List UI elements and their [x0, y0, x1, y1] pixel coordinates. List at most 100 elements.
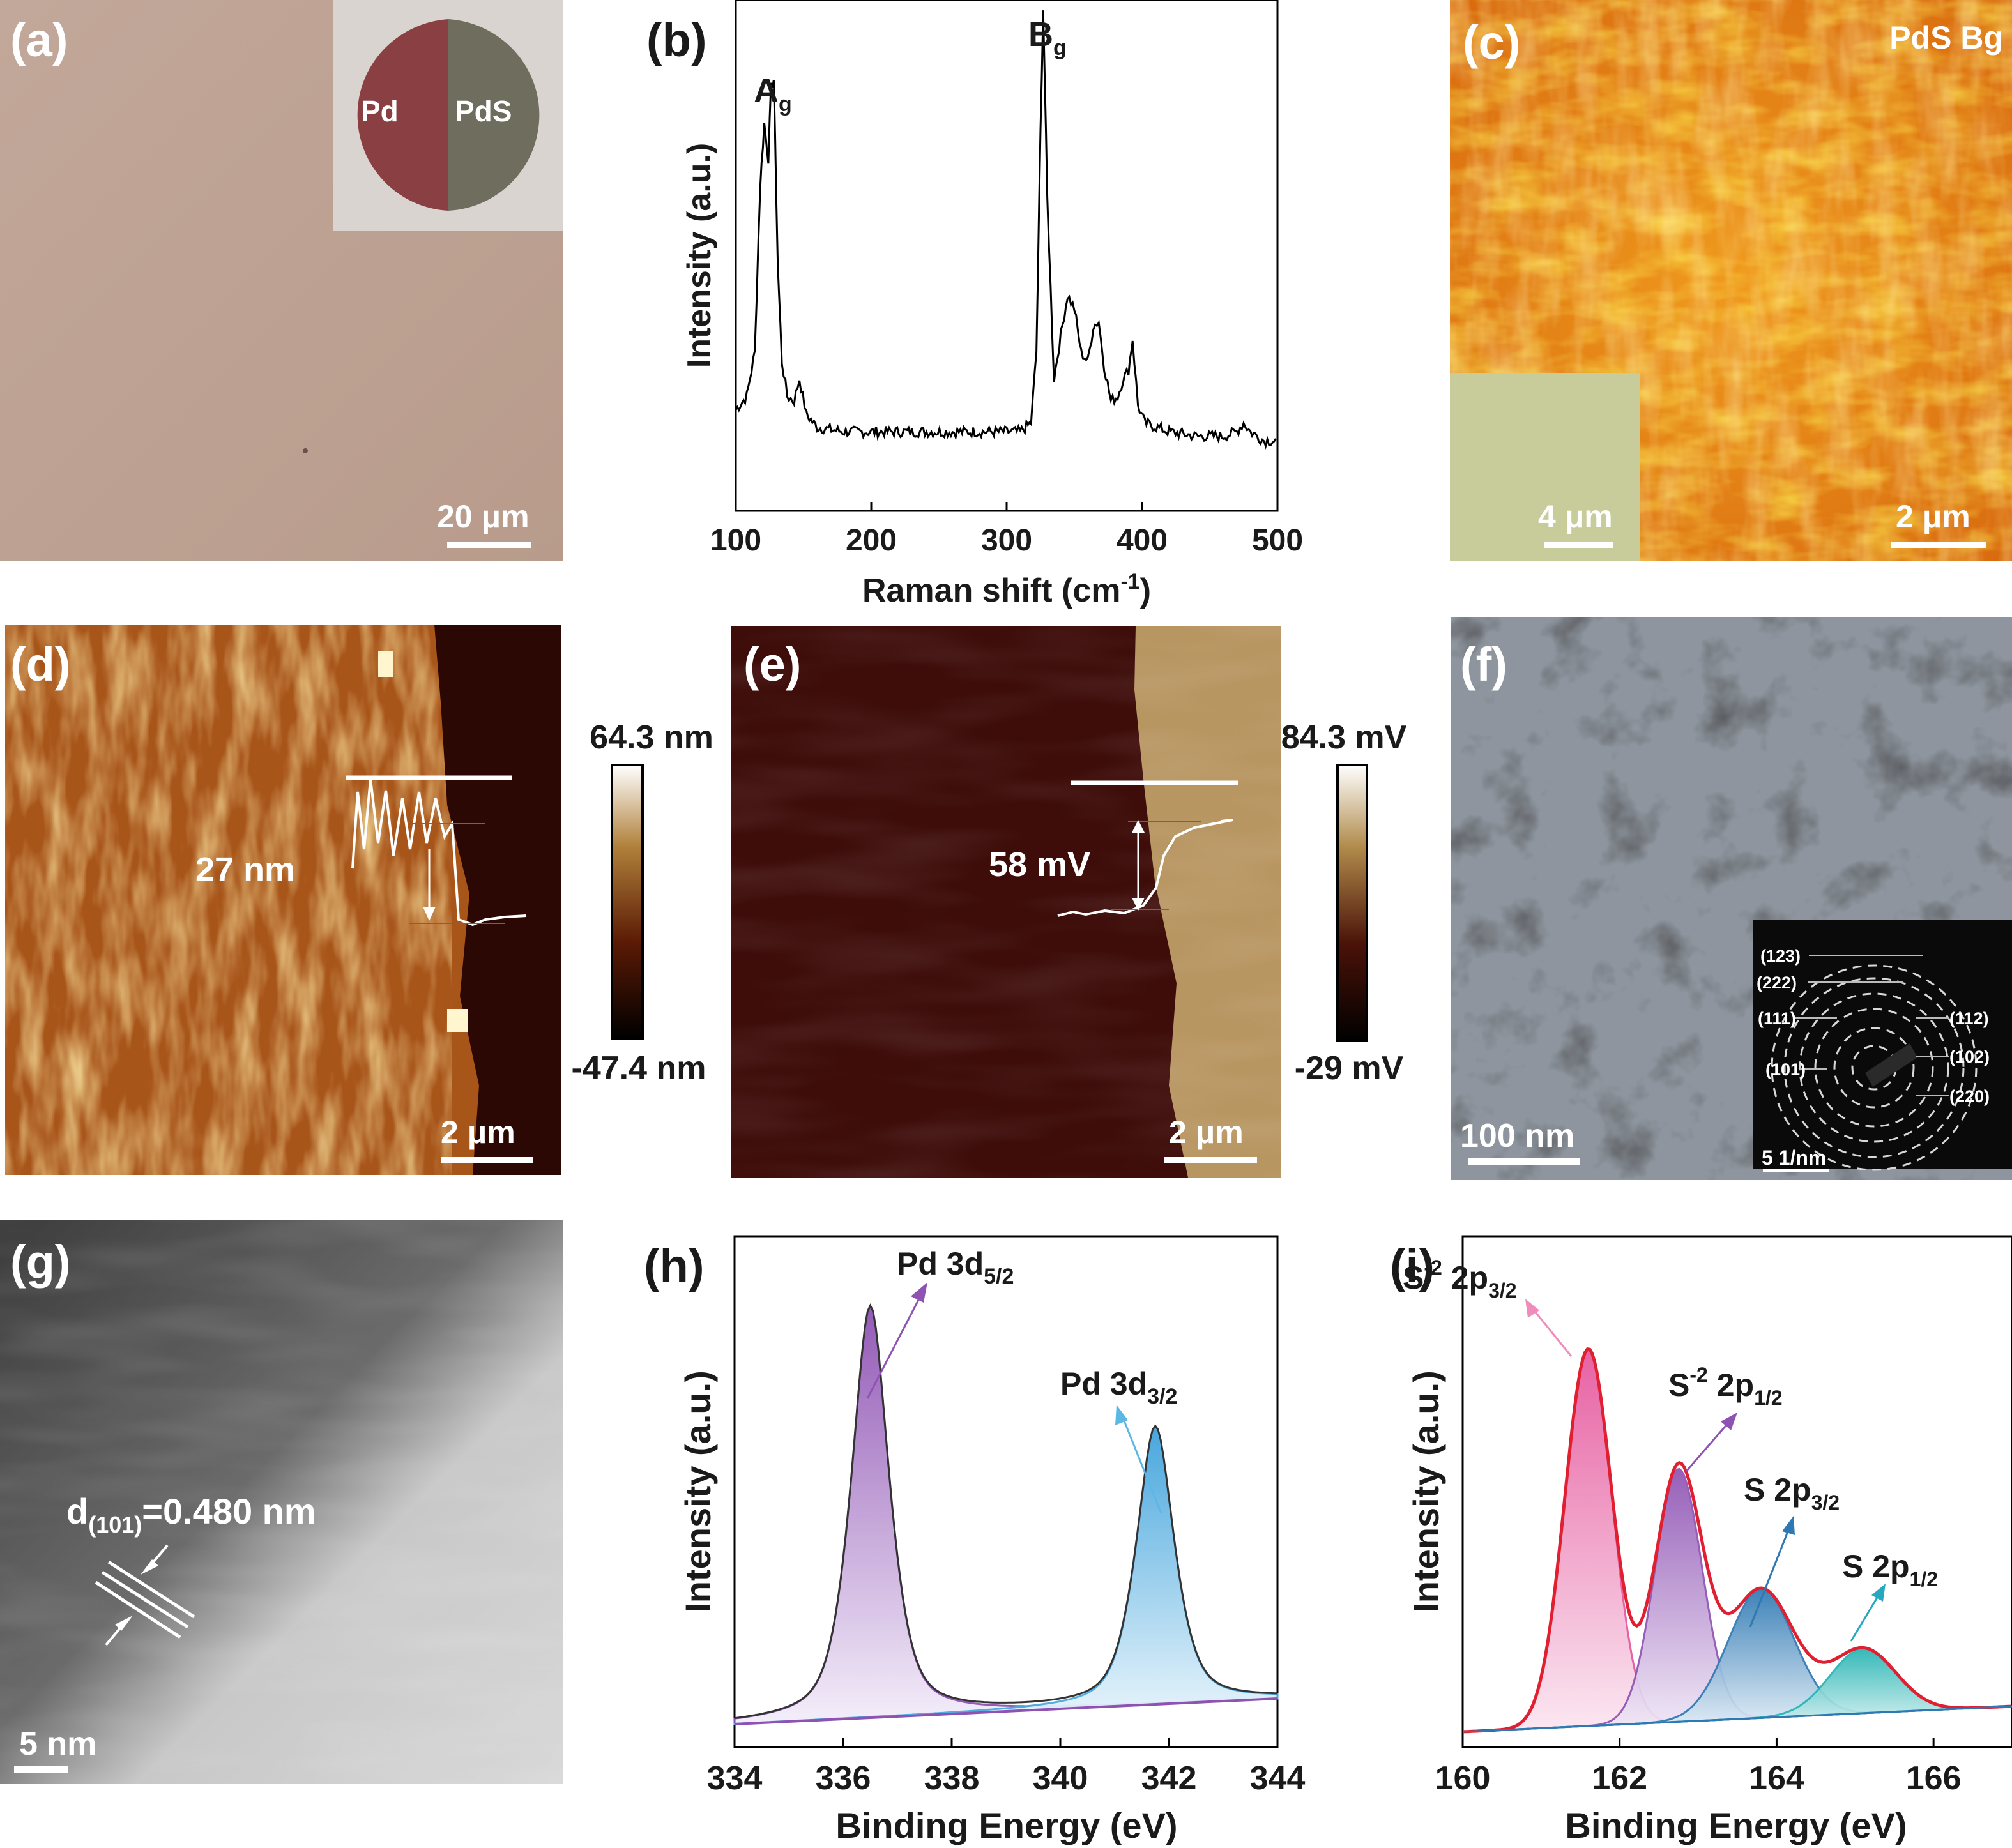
saed-ring-222: (222) [1757, 973, 1797, 992]
peak-label-s2-2p12: S-2 2p1/2 [1668, 1363, 1783, 1409]
panel-label-e: (e) [743, 638, 801, 691]
saed-scalebar [1763, 1169, 1829, 1172]
panel-label-h: (h) [644, 1239, 705, 1292]
panel-e: 58 mV (e) 2 μm 84.3 mV -29 mV [731, 626, 1407, 1178]
optical-inset-c [1450, 373, 1640, 561]
saed-ring-112: (112) [1949, 1009, 1989, 1028]
x-tick-label: 166 [1906, 1760, 1962, 1797]
inset-label-pds: PdS [455, 95, 512, 128]
xlabel-i: Binding Energy (eV) [1565, 1805, 1907, 1845]
x-tick-label: 100 [710, 524, 761, 557]
x-tick-label: 340 [1033, 1760, 1088, 1797]
afm-substrate-region [434, 625, 561, 1175]
xps-s-peaks [1462, 1347, 2012, 1734]
scalebar-c [1891, 542, 1986, 548]
x-tick-label: 200 [846, 524, 897, 557]
scalebar-d [441, 1157, 533, 1163]
colorbar-min-e: -29 mV [1295, 1050, 1404, 1087]
x-tick-label: 338 [924, 1760, 980, 1797]
x-tick-label: 300 [981, 524, 1032, 557]
panel-f: (123) (222) (111) (101) (112) (102) (220… [1451, 617, 2012, 1180]
xps-background-h [734, 1697, 1278, 1725]
scalebar-label-e: 2 μm [1169, 1114, 1244, 1150]
xps-envelope-i [1462, 1347, 2011, 1734]
saed-rings [1771, 964, 1978, 1171]
plot-frame-h [733, 1235, 1279, 1748]
lattice-fringe-marker [95, 1560, 195, 1639]
saed-ring-220: (220) [1949, 1087, 1990, 1106]
xps-pd-peaks [733, 1303, 1279, 1725]
xlabel-h: Binding Energy (eV) [835, 1805, 1177, 1845]
ylabel-i: Intensity (a.u.) [1406, 1370, 1446, 1613]
colorbar-max-d: 64.3 nm [590, 719, 713, 756]
scalebar-label-d: 2 μm [441, 1114, 515, 1150]
panel-g: d(101)=0.480 nm (g) 5 nm [0, 1220, 563, 1784]
axes-b: 100 200 300 400 500 [710, 502, 1303, 557]
pd-half [357, 19, 448, 211]
peak-label-s-2p12: S 2p1/2 [1842, 1549, 1938, 1591]
colorbar-min-d: -47.4 nm [572, 1050, 706, 1087]
afm-texture [5, 625, 452, 1175]
saed-ring-111: (111) [1758, 1009, 1796, 1028]
colorbar-max-e: 84.3 mV [1281, 719, 1407, 756]
saed-leader-lines [1795, 955, 1949, 1096]
x-tick-label: 342 [1141, 1760, 1197, 1797]
scalebar-label-c: 2 μm [1896, 499, 1970, 534]
x-tick-label: 160 [1435, 1760, 1491, 1797]
panel-label-b: (b) [646, 13, 707, 66]
x-tick-label: 336 [816, 1760, 871, 1797]
x-tick-label: 162 [1592, 1760, 1647, 1797]
panel-label-g: (g) [10, 1236, 71, 1289]
peak-label-pd-3d32: Pd 3d3/2 [1060, 1366, 1177, 1409]
ylabel-b: Intensity (a.u.) [681, 143, 718, 368]
saed-inset [1753, 920, 2012, 1169]
x-tick-label: 334 [707, 1760, 763, 1797]
panel-label-d: (d) [10, 638, 71, 691]
panel-c: (c) PdS Bg 4 μm 2 μm [1450, 0, 2012, 561]
kpfm-step-label: 58 mV [989, 845, 1090, 884]
panel-h: (h) 334 336 338 340 342 344 Pd 3d5/2 Pd 3d3/2… [644, 1235, 1306, 1845]
panel-a: Pd PdS (a) 20 μm [0, 0, 563, 561]
scalebar-label-g: 5 nm [19, 1725, 96, 1762]
x-tick-label: 400 [1117, 524, 1168, 557]
panel-i: (i) 160 162 164 166 S-2 2p3/2 S-2 2p1/2 S 2… [1390, 1235, 2012, 1845]
axes-i: 160 162 164 166 [1435, 1738, 1962, 1797]
saed-ring-123: (123) [1760, 946, 1801, 966]
scalebar-label-a: 20 μm [437, 499, 530, 534]
kpfm-potential-profile [1057, 819, 1233, 917]
xps-envelope-h [734, 1303, 1278, 1720]
x-tick-label: 500 [1252, 524, 1303, 557]
peak-label-s2-2p32: S-2 2p3/2 [1403, 1256, 1517, 1302]
d-spacing-label: d(101)=0.480 nm [66, 1491, 316, 1538]
saed-ring-102: (102) [1949, 1047, 1990, 1066]
panel-label-c: (c) [1463, 16, 1520, 69]
xps-peak-1 [733, 1425, 1279, 1725]
inset-label-pd: Pd [361, 95, 399, 128]
peak-label-ag: Ag [754, 72, 792, 116]
panel-label-i: (i) [1390, 1239, 1435, 1292]
x-tick-label: 344 [1250, 1760, 1306, 1797]
raman-spectrum-line [735, 10, 1277, 450]
colorbar-e [1336, 764, 1368, 1042]
ylabel-h: Intensity (a.u.) [678, 1370, 718, 1613]
panel-d: 27 nm (d) 2 μm 64.3 nm -47.4 nm [5, 625, 713, 1175]
xps-background-i [1462, 1705, 2012, 1733]
scalebar-f [1468, 1158, 1580, 1165]
panel-b: (b) 100 200 300 400 500 Ag Bg Intensity (a.u… [646, 0, 1303, 609]
panel-title-c: PdS Bg [1889, 20, 2003, 56]
axes-h: 334 336 338 340 342 344 [707, 1738, 1306, 1797]
peak-label-pd-3d52: Pd 3d5/2 [897, 1246, 1014, 1289]
inset-scalebar-c [1544, 542, 1613, 548]
panel-label-f: (f) [1460, 638, 1507, 691]
saed-scalebar-label: 5 1/nm [1762, 1146, 1826, 1169]
xlabel-b: Raman shift (cm-1) [862, 570, 1151, 609]
saed-ring-101: (101) [1765, 1060, 1806, 1079]
afm-step-label: 27 nm [195, 851, 295, 889]
plot-frame-i [1461, 1235, 2012, 1748]
afm-height-profile [351, 778, 527, 927]
panel-label-a: (a) [10, 13, 68, 66]
inset-scalebar-label-c: 4 μm [1538, 499, 1613, 534]
peak-label-s-2p32: S 2p3/2 [1744, 1472, 1840, 1514]
scalebar-label-f: 100 nm [1460, 1117, 1574, 1155]
